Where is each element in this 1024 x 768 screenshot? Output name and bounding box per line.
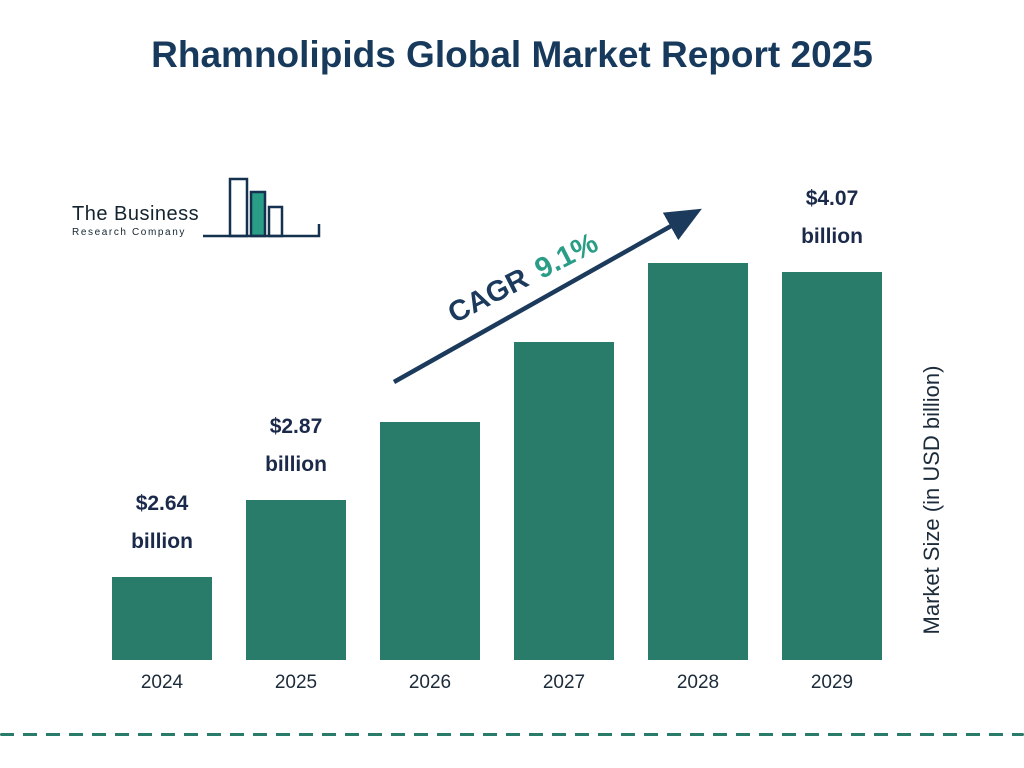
bottom-dashed-line <box>0 733 1024 736</box>
bar-2024 <box>112 576 212 660</box>
x-label-2026: 2026 <box>408 672 452 693</box>
bar-group-2026 <box>363 180 497 660</box>
page-title: Rhamnolipids Global Market Report 2025 <box>151 34 873 75</box>
x-label-2024: 2024 <box>140 672 184 693</box>
bars-area: $2.64 billion $2.87 billion $4.07 billion <box>95 180 899 660</box>
value-label-2029: $4.07 billion <box>801 187 863 248</box>
logo-company-subtitle: Research Company <box>72 227 186 238</box>
bar-2028 <box>648 263 748 660</box>
value-label-2024: $2.64 billion <box>131 491 193 553</box>
bar-group-2028 <box>631 180 765 660</box>
x-label-2028: 2028 <box>676 672 720 693</box>
bar-2025 <box>246 500 346 660</box>
x-label-2029: 2029 <box>810 672 854 693</box>
bar-group-2024: $2.64 billion <box>95 180 229 660</box>
x-label-2025: 2025 <box>274 672 318 693</box>
bar-chart: $2.64 billion $2.87 billion $4.07 billion 202… <box>95 180 899 693</box>
bar-2029 <box>782 272 882 660</box>
x-axis-labels: 2024 2025 2026 2027 2028 2029 <box>95 672 899 694</box>
value-label-2025: $2.87 billion <box>265 415 327 477</box>
logo-bars-icon <box>203 177 321 238</box>
company-logo: The Business Research Company <box>72 176 321 246</box>
bar-group-2029: $4.07 billion <box>765 180 899 660</box>
y-axis-label: Market Size (in USD billion) <box>919 365 944 635</box>
logo-text: The Business Research Company <box>72 203 199 246</box>
x-label-2027: 2027 <box>542 672 586 693</box>
logo-company-name: The Business <box>72 203 200 225</box>
bar-2026 <box>380 421 480 660</box>
bar-2027 <box>514 341 614 660</box>
bar-group-2025: $2.87 billion <box>229 180 363 660</box>
bar-group-2027 <box>497 180 631 660</box>
trend-arrow <box>392 208 702 384</box>
